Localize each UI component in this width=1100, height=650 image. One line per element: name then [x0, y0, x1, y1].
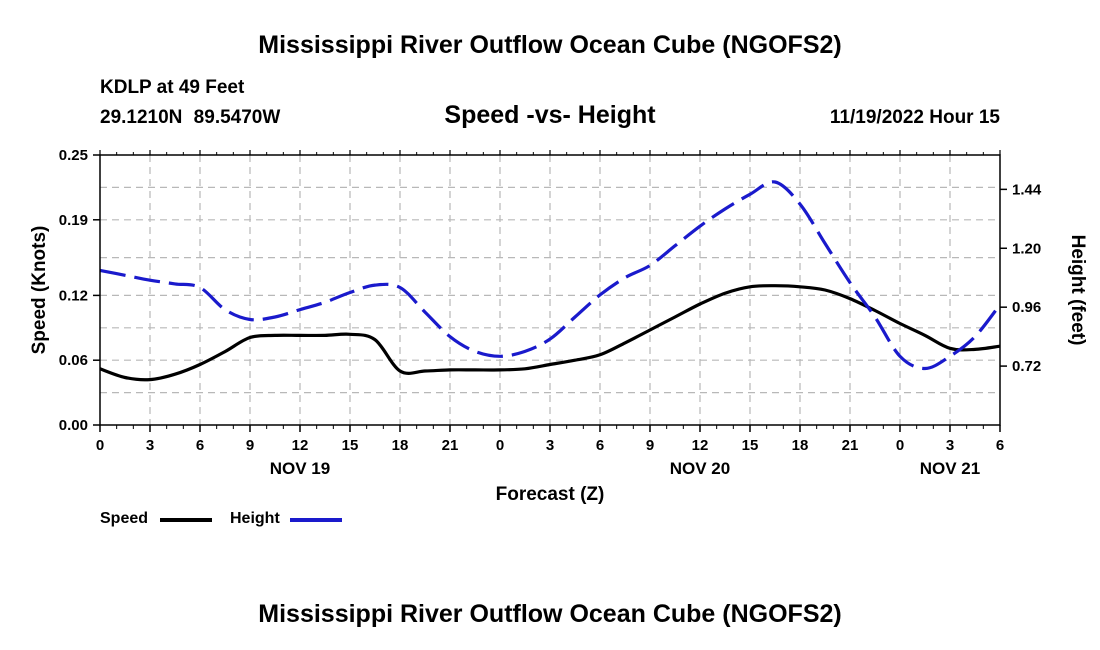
x-tick-label: 0 [96, 437, 104, 454]
left-y-tick-label: 0.06 [59, 352, 88, 369]
chart-title: Mississippi River Outflow Ocean Cube (NG… [258, 31, 842, 59]
date-label: NOV 21 [920, 459, 980, 478]
right-y-tick-label: 1.20 [1012, 240, 1041, 257]
left-y-tick-label: 0.12 [59, 287, 88, 304]
date-label: NOV 20 [670, 459, 730, 478]
grid [100, 155, 1000, 425]
x-tick-label: 3 [146, 437, 154, 454]
x-tick-label: 3 [546, 437, 554, 454]
x-tick-label: 6 [596, 437, 604, 454]
axis-labels: 0 3 6 9 12 15 18 21 0 3 6 9 12 15 18 21 0 3 6 NOV 19 NOV 20 N… [59, 147, 1042, 478]
x-tick-label: 6 [996, 437, 1004, 454]
speed-series-line [99, 284, 1001, 382]
ticks [93, 150, 1007, 432]
x-tick-label: 9 [246, 437, 254, 454]
right-axis-title: Height (feet) [1067, 235, 1088, 346]
x-tick-label: 9 [646, 437, 654, 454]
right-y-tick-label: 1.44 [1012, 181, 1042, 198]
x-tick-label: 15 [342, 437, 359, 454]
x-tick-label: 0 [496, 437, 504, 454]
left-y-tick-label: 0.25 [59, 147, 88, 164]
x-tick-label: 15 [742, 437, 759, 454]
x-tick-label: 21 [842, 437, 859, 454]
left-y-tick-label: 0.19 [59, 212, 88, 229]
series-layer [99, 180, 1002, 382]
coordinates-label: 29.1210N 89.5470W [100, 107, 281, 128]
legend-speed-swatch [160, 518, 212, 522]
x-tick-label: 0 [896, 437, 904, 454]
x-tick-label: 21 [442, 437, 459, 454]
datetime-label: 11/19/2022 Hour 15 [829, 107, 1000, 128]
date-label: NOV 19 [270, 459, 330, 478]
chart-subtitle: Speed -vs- Height [444, 101, 656, 129]
x-tick-label: 3 [946, 437, 954, 454]
x-tick-label: 6 [196, 437, 204, 454]
x-tick-label: 12 [692, 437, 709, 454]
right-y-tick-label: 0.72 [1012, 358, 1041, 375]
x-tick-label: 12 [292, 437, 309, 454]
x-axis-title: Forecast (Z) [496, 484, 605, 505]
height-series-line [99, 180, 1002, 371]
legend-height-label: Height [230, 510, 280, 527]
legend-height-swatch [290, 518, 342, 522]
left-axis-title: Speed (Knots) [29, 226, 50, 355]
footer-title: Mississippi River Outflow Ocean Cube (NG… [258, 600, 842, 628]
x-tick-label: 18 [792, 437, 809, 454]
x-tick-label: 18 [392, 437, 409, 454]
station-label: KDLP at 49 Feet [100, 77, 245, 98]
legend-speed-label: Speed [100, 510, 149, 527]
right-y-tick-label: 0.96 [1012, 299, 1041, 316]
left-y-tick-label: 0.00 [59, 417, 88, 434]
